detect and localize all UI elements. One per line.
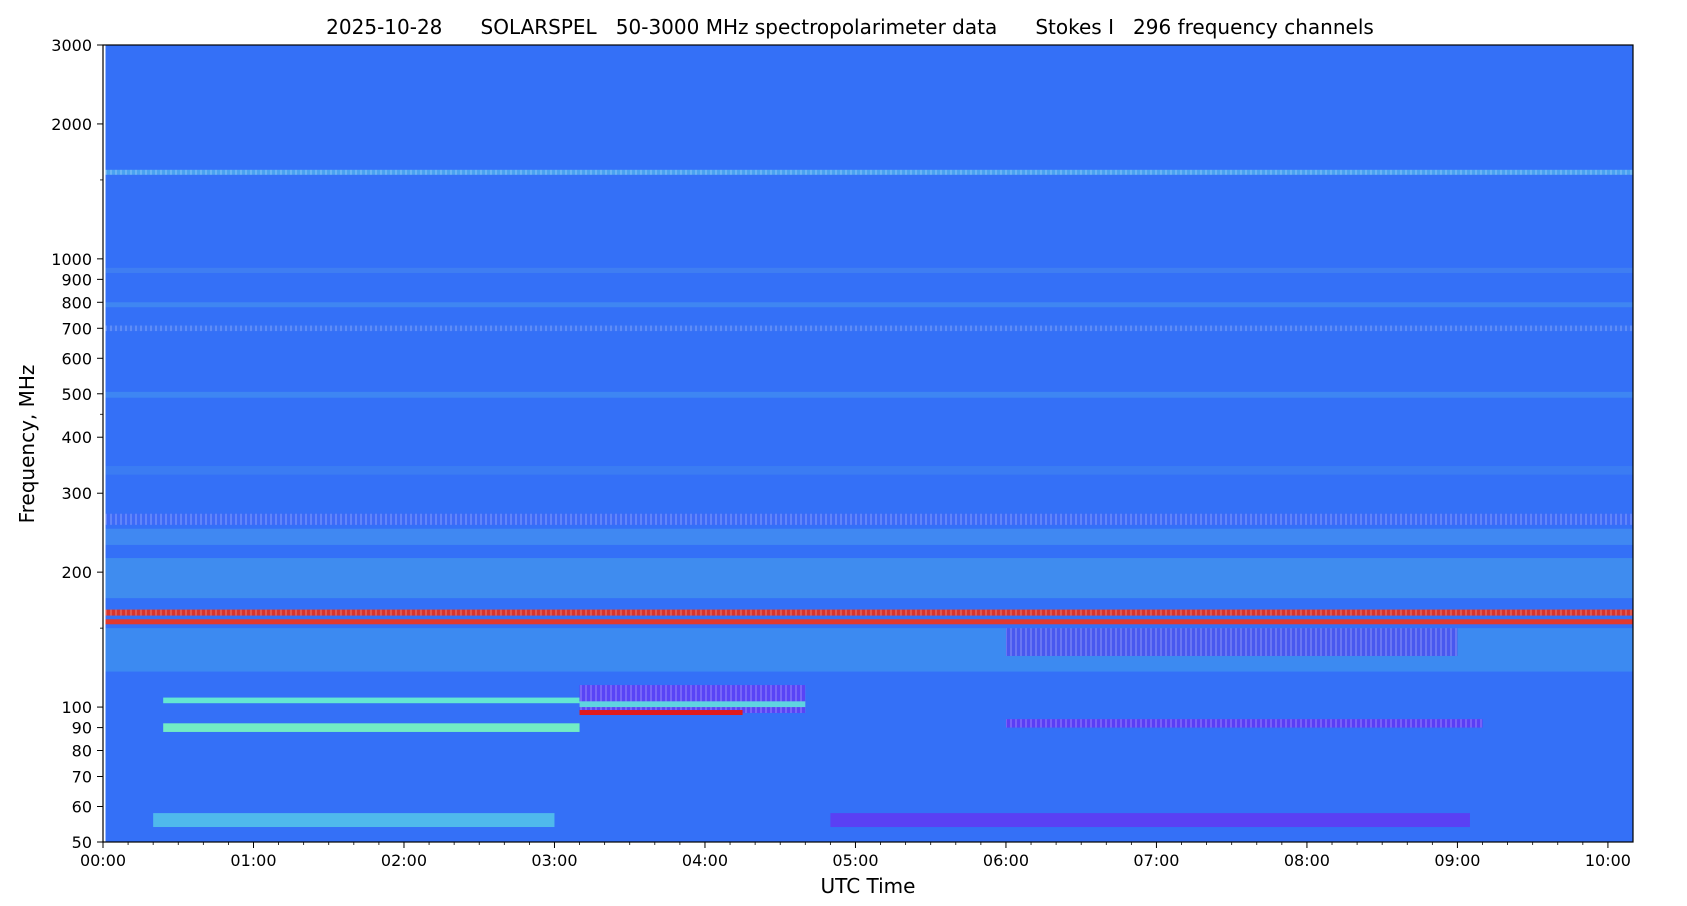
heatmap-band	[105, 558, 1633, 599]
x-axis-label: UTC Time	[821, 874, 916, 898]
heatmap-background	[105, 45, 1633, 842]
heatmap-band-texture	[579, 685, 806, 714]
y-tick-label: 50	[72, 833, 92, 852]
heatmap-band-texture	[105, 325, 1633, 332]
x-tick-label: 04:00	[682, 851, 728, 870]
x-tick-label: 02:00	[381, 851, 427, 870]
heatmap-band	[163, 697, 580, 704]
x-tick-label: 06:00	[983, 851, 1029, 870]
heatmap-band	[163, 723, 580, 732]
y-tick-label: 500	[61, 385, 92, 404]
y-axis: 50 60 70 80 90 100 200 300 400 500 600 700 800 900100…	[51, 36, 103, 852]
heatmap-band	[830, 813, 1470, 828]
x-tick-label: 09:00	[1434, 851, 1480, 870]
heatmap-band-texture	[105, 169, 1633, 175]
heatmap-band	[153, 813, 555, 828]
x-tick-label: 08:00	[1284, 851, 1330, 870]
heatmap-band	[105, 466, 1633, 475]
heatmap-band	[105, 267, 1633, 273]
y-tick-label: 600	[61, 349, 92, 368]
heatmap-band	[105, 391, 1633, 398]
y-tick-label: 90	[72, 719, 92, 738]
y-tick-label: 100	[61, 698, 92, 717]
y-tick-label: 800	[61, 293, 92, 312]
y-tick-label: 300	[61, 484, 92, 503]
heatmap-band-texture	[105, 513, 1633, 525]
x-tick-label: 10:00	[1585, 851, 1631, 870]
heatmap-band	[105, 528, 1633, 545]
y-tick-label: 3000	[51, 36, 92, 55]
heatmap-band-texture	[1005, 628, 1458, 657]
y-tick-label: 400	[61, 428, 92, 447]
heatmap-band	[105, 302, 1633, 308]
chart-title: 2025-10-28 SOLARSPEL 50-3000 MHz spectro…	[326, 15, 1374, 39]
y-tick-label: 200	[61, 563, 92, 582]
x-tick-label: 03:00	[531, 851, 577, 870]
plot-frame	[102, 44, 1634, 843]
heatmap-layer	[105, 45, 1633, 842]
x-tick-label: 07:00	[1133, 851, 1179, 870]
y-tick-label: 70	[72, 768, 92, 787]
x-tick-label: 01:00	[230, 851, 276, 870]
y-tick-label: 900	[61, 270, 92, 289]
heatmap-band-texture	[1005, 719, 1483, 728]
x-tick-label: 05:00	[832, 851, 878, 870]
y-axis-label: Frequency, MHz	[15, 365, 39, 524]
heatmap-band	[579, 701, 806, 708]
y-tick-label: 1000	[51, 250, 92, 269]
heatmap-band	[579, 710, 743, 716]
y-tick-label: 60	[72, 798, 92, 817]
heatmap-band	[105, 619, 1633, 625]
heatmap-band-texture	[105, 609, 1633, 616]
x-tick-label: 00:00	[80, 851, 126, 870]
y-tick-label: 2000	[51, 115, 92, 134]
y-tick-label: 80	[72, 742, 92, 761]
x-axis: 00:00 01:00 02:00 03:00 04:00 05:00 06:00 07:00…	[80, 842, 1631, 870]
y-tick-label: 700	[61, 319, 92, 338]
